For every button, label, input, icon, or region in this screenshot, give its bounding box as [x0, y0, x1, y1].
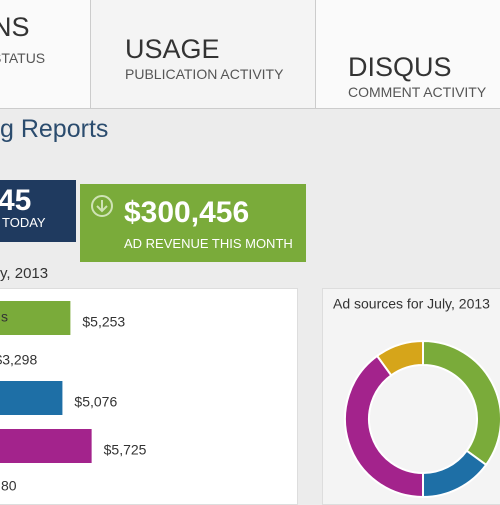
value-label: $5,076 — [74, 394, 117, 410]
bar — [0, 429, 92, 463]
tab-title: DISQUS — [348, 52, 452, 82]
bar — [0, 301, 71, 335]
donut-slice — [422, 449, 488, 499]
stat-box: 45 TODAY — [0, 180, 76, 242]
donut-panel: Ad sources for July, 2013 — [322, 288, 500, 505]
value-label: $3,298 — [0, 352, 37, 368]
stat-value: $300,456 — [124, 196, 250, 229]
value-label: $5,253 — [82, 314, 125, 330]
bar — [0, 381, 63, 415]
category-label: 80 — [1, 478, 17, 494]
download-icon — [91, 195, 113, 217]
stat-label: TODAY — [2, 215, 46, 230]
tab-title: NS — [0, 12, 30, 42]
panel-title: y, 2013 — [0, 265, 49, 282]
tab-title: USAGE — [125, 34, 220, 64]
bar-panel: $5,253 s $3,298 $5,076 $5,725 80 — [0, 288, 298, 505]
stat-label: AD REVENUE THIS MONTH — [124, 236, 293, 251]
tab[interactable]: USAGE PUBLICATION ACTIVITY — [90, 0, 316, 108]
chart-title: Ad sources for July, 2013 — [333, 296, 490, 312]
value-label: $5,725 — [104, 442, 147, 458]
donut-slice — [375, 339, 424, 377]
tab[interactable]: DISQUS COMMENT ACTIVITY — [315, 0, 500, 108]
page-heading: g Reports — [0, 115, 109, 143]
donut-chart: Ad sources for July, 2013 — [333, 296, 500, 499]
stat-value: 45 — [0, 184, 32, 217]
bar-chart: $5,253 s $3,298 $5,076 $5,725 80 — [0, 301, 147, 494]
category-label: s — [1, 309, 8, 325]
tab-subtitle: PUBLICATION ACTIVITY — [125, 66, 284, 82]
stat-box: $300,456 AD REVENUE THIS MONTH — [80, 184, 306, 262]
tab-subtitle: COMMENT ACTIVITY — [348, 84, 487, 100]
donut-slice — [344, 354, 424, 499]
donut-slice — [422, 339, 500, 467]
